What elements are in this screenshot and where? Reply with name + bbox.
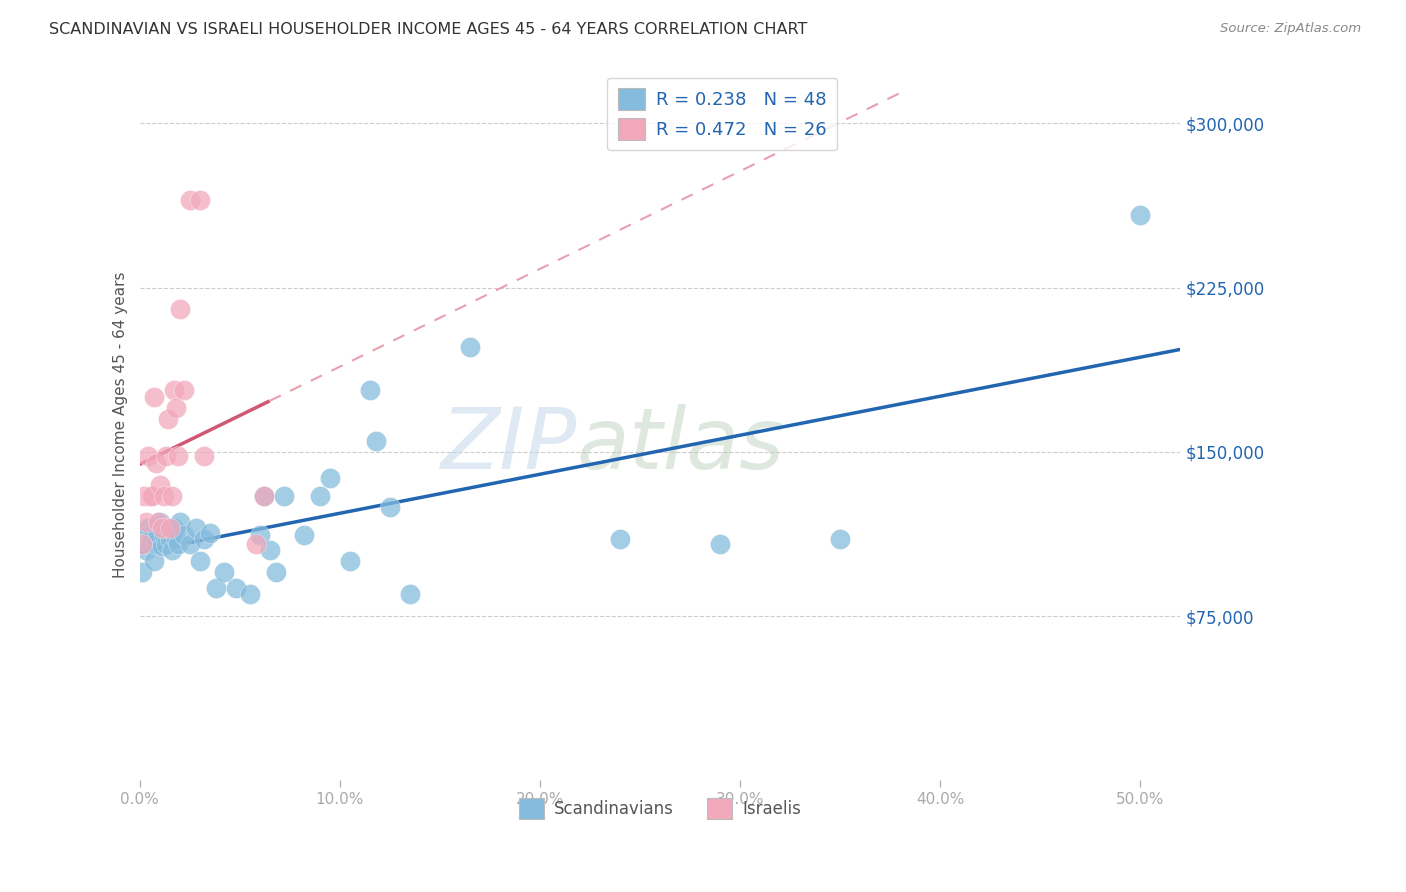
Point	[198, 525, 221, 540]
Point	[132, 533, 155, 547]
Point	[142, 390, 165, 404]
Point	[156, 521, 179, 535]
Point	[155, 449, 177, 463]
Point	[292, 528, 315, 542]
Point	[273, 489, 295, 503]
Point	[249, 528, 271, 542]
Point	[135, 543, 157, 558]
Point	[212, 566, 235, 580]
Point	[141, 489, 163, 503]
Point	[308, 489, 330, 503]
Point	[184, 521, 207, 535]
Point	[398, 587, 420, 601]
Point	[179, 193, 201, 207]
Point	[152, 528, 174, 542]
Point	[378, 500, 401, 514]
Point	[239, 587, 262, 601]
Point	[359, 384, 381, 398]
Text: ZIP: ZIP	[440, 404, 576, 487]
Point	[138, 489, 160, 503]
Point	[136, 521, 159, 535]
Point	[155, 537, 177, 551]
Point	[162, 521, 184, 535]
Point	[709, 537, 731, 551]
Point	[145, 537, 167, 551]
Point	[162, 384, 184, 398]
Point	[193, 449, 215, 463]
Point	[145, 456, 167, 470]
Point	[160, 489, 183, 503]
Point	[148, 515, 170, 529]
Point	[141, 528, 163, 542]
Point	[148, 477, 170, 491]
Point	[159, 533, 181, 547]
Point	[131, 566, 153, 580]
Point	[166, 537, 188, 551]
Point	[188, 554, 211, 568]
Point	[159, 521, 181, 535]
Point	[152, 489, 174, 503]
Legend: Scandinavians, Israelis: Scandinavians, Israelis	[512, 792, 807, 825]
Point	[165, 533, 187, 547]
Y-axis label: Householder Income Ages 45 - 64 years: Householder Income Ages 45 - 64 years	[114, 271, 128, 578]
Point	[146, 515, 169, 529]
Text: SCANDINAVIAN VS ISRAELI HOUSEHOLDER INCOME AGES 45 - 64 YEARS CORRELATION CHART: SCANDINAVIAN VS ISRAELI HOUSEHOLDER INCO…	[49, 22, 807, 37]
Point	[339, 554, 361, 568]
Point	[264, 566, 287, 580]
Point	[136, 449, 159, 463]
Point	[179, 537, 201, 551]
Point	[160, 543, 183, 558]
Point	[166, 449, 188, 463]
Text: Source: ZipAtlas.com: Source: ZipAtlas.com	[1220, 22, 1361, 36]
Point	[131, 537, 153, 551]
Point	[458, 340, 481, 354]
Point	[364, 434, 387, 448]
Point	[135, 515, 157, 529]
Point	[253, 489, 276, 503]
Point	[225, 581, 247, 595]
Point	[204, 581, 226, 595]
Point	[169, 515, 191, 529]
Point	[259, 543, 281, 558]
Point	[169, 302, 191, 317]
Point	[188, 193, 211, 207]
Point	[1129, 208, 1152, 222]
Point	[828, 533, 851, 547]
Point	[165, 401, 187, 415]
Point	[173, 528, 195, 542]
Point	[609, 533, 631, 547]
Point	[253, 489, 276, 503]
Point	[132, 489, 155, 503]
Point	[245, 537, 267, 551]
Text: atlas: atlas	[576, 404, 785, 487]
Point	[156, 412, 179, 426]
Point	[142, 554, 165, 568]
Point	[138, 537, 160, 551]
Point	[150, 539, 173, 553]
Point	[150, 521, 173, 535]
Point	[146, 525, 169, 540]
Point	[193, 533, 215, 547]
Point	[318, 471, 340, 485]
Point	[173, 384, 195, 398]
